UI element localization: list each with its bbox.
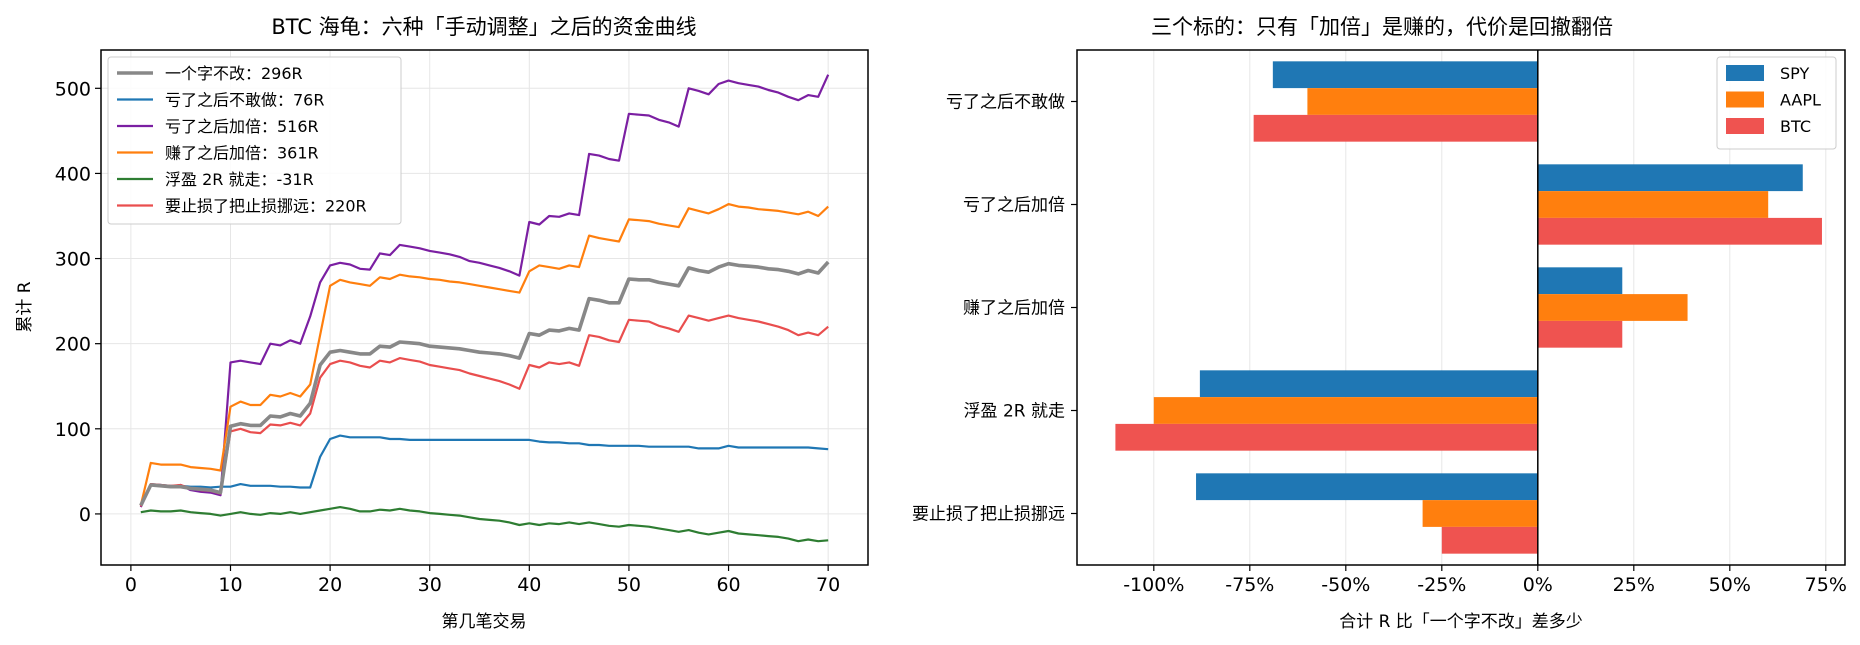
bar-chart-x-label: 合计 R 比「一个字不改」差多少: [1339, 612, 1583, 632]
y-tick-label: 500: [55, 78, 91, 100]
x-tick-label: 50: [617, 574, 641, 596]
line-chart: BTC 海龟：六种「手动调整」之后的资金曲线 0 10 20 30 40 50 60 70 0…: [15, 15, 869, 632]
bar-btc: [1253, 114, 1538, 142]
line-chart-series: [139, 74, 830, 543]
bar-btc: [1115, 423, 1538, 451]
bar-chart-bars: [1115, 61, 1822, 554]
bar-aapl: [1422, 500, 1538, 527]
legend-swatch: [1726, 118, 1764, 134]
legend-label: 一个字不改：296R: [165, 64, 303, 83]
line-chart-y-label: 累计 R: [15, 281, 35, 332]
bar-aapl: [1537, 191, 1769, 218]
bar-spy: [1537, 267, 1623, 295]
legend-label: 亏了之后不敢做：76R: [165, 91, 324, 110]
x-tick-label: 75%: [1805, 574, 1847, 596]
line-chart-x-ticks: 0 10 20 30 40 50 60 70: [125, 565, 840, 596]
series-line-5: [139, 314, 829, 507]
x-tick-label: -50%: [1321, 574, 1370, 596]
x-tick-label: 0%: [1523, 574, 1553, 596]
line-chart-legend-box: [107, 56, 402, 225]
bar-aapl: [1153, 397, 1538, 424]
legend-swatch: [1726, 91, 1764, 108]
bar-btc: [1537, 217, 1822, 245]
legend-label: 要止损了把止损挪远：220R: [165, 197, 367, 216]
line-chart-x-label: 第几笔交易: [442, 612, 527, 632]
line-chart-grid: [101, 50, 868, 565]
y-tick-label: 0: [79, 504, 91, 526]
line-chart-y-ticks: 0 100 200 300 400 500: [55, 78, 101, 526]
x-tick-label: 60: [716, 574, 740, 596]
bar-spy: [1199, 370, 1538, 398]
x-tick-label: 50%: [1709, 574, 1751, 596]
line-chart-legend: 一个字不改：296R 亏了之后不敢做：76R 亏了之后加倍：516R 赚了之后加倍：3…: [107, 56, 402, 225]
y-tick-label: 300: [55, 249, 91, 271]
bar-aapl: [1307, 88, 1538, 115]
series-line-1: [139, 434, 829, 506]
series-line-4: [140, 506, 829, 543]
y-tick-label: 100: [55, 419, 91, 441]
category-label: 赚了之后加倍: [963, 299, 1065, 319]
bar-spy: [1537, 164, 1803, 192]
bar-spy: [1272, 61, 1538, 89]
line-chart-frame: [100, 49, 869, 566]
x-tick-label: 70: [816, 574, 840, 596]
x-tick-label: 25%: [1613, 574, 1655, 596]
series-line-2: [139, 74, 830, 508]
category-label: 亏了之后不敢做: [946, 93, 1065, 113]
bar-spy: [1196, 473, 1538, 501]
bar-chart-x-ticks: -100% -75% -50% -25% 0% 25% 50% 75%: [1123, 565, 1847, 596]
x-tick-label: 10: [218, 574, 242, 596]
bar-chart: 三个标的：只有「加倍」是赚的，代价是回撤翻倍 -100% -75% -50% -25%…: [912, 15, 1847, 632]
series-line-3: [139, 203, 829, 506]
line-chart-title: BTC 海龟：六种「手动调整」之后的资金曲线: [271, 15, 696, 39]
x-tick-label: -100%: [1123, 574, 1184, 596]
legend-label: SPY: [1780, 64, 1809, 83]
bar-btc: [1537, 320, 1623, 348]
x-tick-label: 20: [318, 574, 342, 596]
bar-aapl: [1537, 294, 1688, 321]
legend-label: 赚了之后加倍：361R: [165, 144, 319, 163]
bar-chart-legend: SPY AAPL BTC: [1716, 56, 1837, 150]
y-tick-label: 400: [55, 163, 91, 185]
legend-label: 亏了之后加倍：516R: [165, 117, 319, 136]
bar-chart-title: 三个标的：只有「加倍」是赚的，代价是回撤翻倍: [1151, 15, 1613, 39]
series-line-0: [139, 260, 830, 507]
legend-label: 浮盈 2R 就走：-31R: [165, 170, 314, 189]
x-tick-label: -75%: [1225, 574, 1274, 596]
x-tick-label: -25%: [1417, 574, 1466, 596]
x-tick-label: 40: [517, 574, 541, 596]
legend-label: AAPL: [1780, 91, 1821, 110]
x-tick-label: 0: [125, 574, 137, 596]
x-tick-label: 30: [418, 574, 442, 596]
legend-label: BTC: [1780, 117, 1811, 136]
category-label: 要止损了把止损挪远: [912, 505, 1065, 525]
category-label: 亏了之后加倍: [963, 196, 1065, 216]
legend-swatch: [1726, 65, 1764, 81]
category-label: 浮盈 2R 就走: [964, 402, 1065, 422]
y-tick-label: 200: [55, 334, 91, 356]
bar-btc: [1441, 526, 1538, 554]
